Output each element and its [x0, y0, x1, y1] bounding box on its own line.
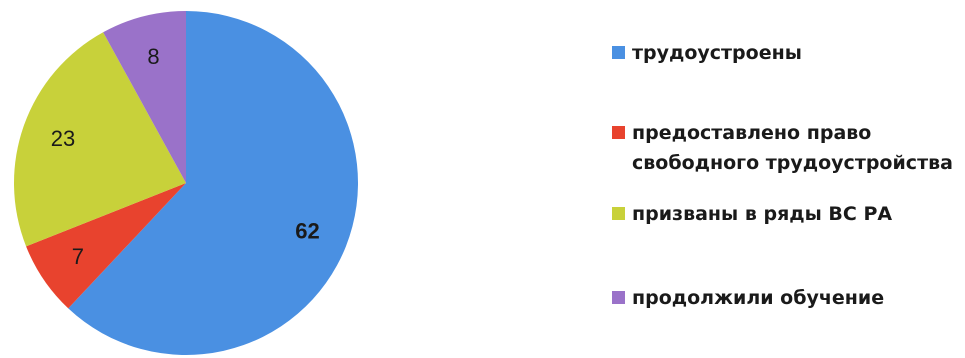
- legend-swatch-continued-study: [612, 291, 625, 304]
- pie-data-labels: 62 7 23 8: [51, 44, 320, 269]
- legend-swatch-employed: [612, 46, 625, 59]
- pie-slice-continued-study: [103, 11, 186, 183]
- legend-item-free-employment: предоставлено право свободного трудоустр…: [612, 118, 953, 178]
- legend-label-free-employment: предоставлено право свободного трудоустр…: [632, 122, 953, 174]
- pie-data-label-continued-study: 8: [147, 44, 159, 69]
- legend-label-continued-study: продолжили обучение: [632, 287, 885, 309]
- pie-slice-employed: [68, 11, 359, 356]
- pie-data-label-free-employment: 7: [72, 244, 84, 269]
- pie-slices: [14, 11, 359, 356]
- pie-data-label-army: 23: [51, 126, 75, 151]
- legend-swatch-army: [612, 207, 625, 220]
- legend-swatch-free-employment: [612, 126, 625, 139]
- legend-item-continued-study: продолжили обучение: [612, 283, 884, 313]
- pie-slice-army: [14, 32, 186, 247]
- legend-label-army: призваны в ряды ВС РА: [632, 203, 893, 225]
- pie-data-label-employed: 62: [295, 219, 319, 244]
- legend: трудоустроены предоставлено право свобод…: [612, 0, 962, 358]
- legend-label-employed: трудоустроены: [632, 42, 802, 64]
- legend-item-army: призваны в ряды ВС РА: [612, 199, 892, 229]
- pie-slice-free-employment: [26, 183, 186, 309]
- legend-item-employed: трудоустроены: [612, 38, 802, 68]
